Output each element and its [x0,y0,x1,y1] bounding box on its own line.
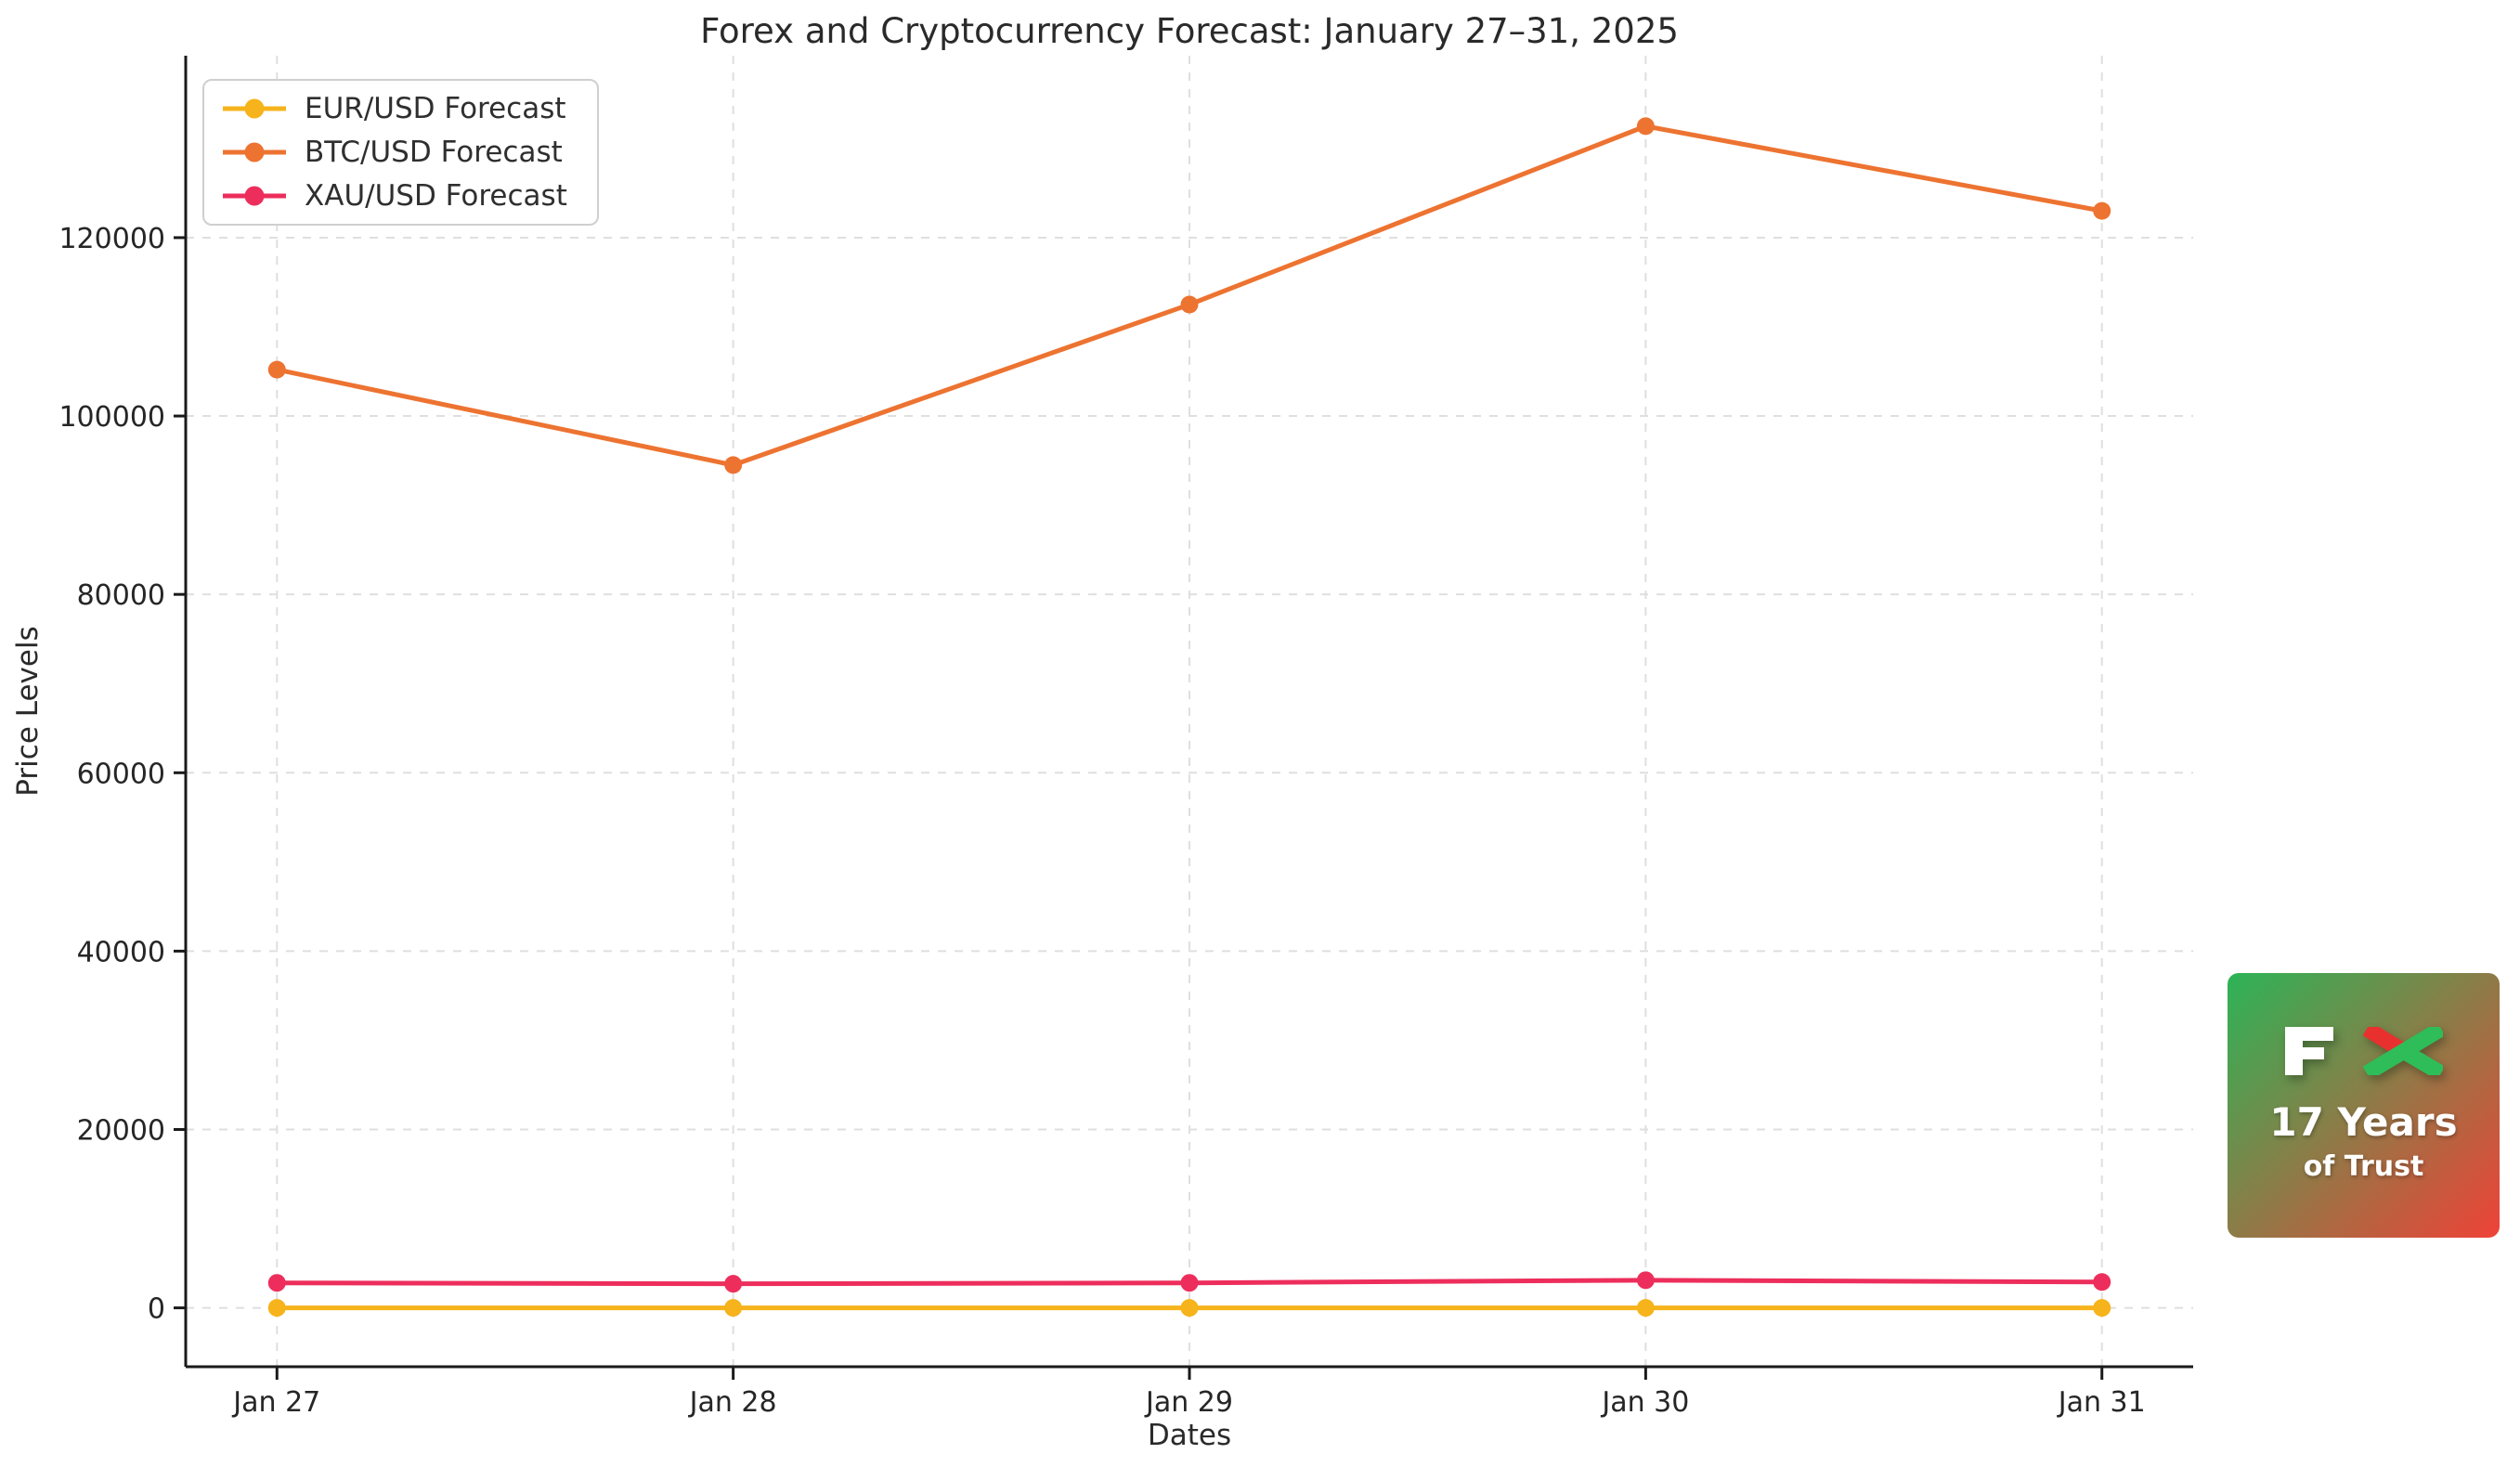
y-tick-label: 80000 [77,579,165,612]
data-point [2093,201,2111,220]
y-tick-label: 20000 [77,1114,165,1147]
legend: EUR/USD Forecast BTC/USD Forecast XAU/US… [202,79,599,226]
series-btc-usd-forecast [267,117,2111,474]
legend-line-dot-icon [223,98,286,119]
data-point [2093,1273,2111,1292]
legend-entry-btc-usd: BTC/USD Forecast [217,136,584,169]
data-point [724,1275,743,1293]
data-point [1180,295,1199,314]
legend-line-dot-icon [223,142,286,162]
tick-labels: 0 20000 40000 60000 80000 100000 120000 Jan 27 J… [58,223,2145,1419]
data-point [267,1299,286,1318]
data-point [1636,1299,1655,1318]
x-tick-label: Jan 29 [1144,1386,1233,1419]
data-point [1180,1274,1199,1292]
series-eur-usd-forecast [267,1299,2111,1318]
series-xau-usd-forecast [267,1271,2111,1293]
x-tick-label: Jan 28 [688,1386,777,1419]
fx-brand-logo: 17 Years of Trust [2228,973,2500,1238]
x-axis-title: Dates [1147,1419,1232,1452]
data-point [1636,1271,1655,1290]
data-point [724,1299,743,1318]
data-point [2093,1299,2111,1318]
logo-years-text: 17 Years [2269,1099,2458,1145]
y-tick-label: 120000 [58,223,165,255]
y-tick-label: 0 [148,1293,165,1326]
x-tick-label: Jan 27 [231,1386,320,1419]
legend-label: EUR/USD Forecast [305,91,566,125]
data-point [267,1274,286,1292]
chart-title: Forex and Cryptocurrency Forecast: Janua… [700,11,1679,51]
y-tick-label: 60000 [77,758,165,790]
data-point [267,360,286,379]
data-point [1636,117,1655,136]
legend-entry-eur-usd: EUR/USD Forecast [217,92,584,125]
fx-logo-icon [2284,1027,2443,1075]
data-point [1180,1299,1199,1318]
y-axis-title: Price Levels [11,626,45,797]
logo-trust-text: of Trust [2303,1150,2424,1183]
gridlines [186,56,2193,1367]
legend-line-dot-icon [223,186,286,206]
legend-label: BTC/USD Forecast [305,135,563,169]
legend-entry-xau-usd: XAU/USD Forecast [217,179,584,213]
x-tick-label: Jan 31 [2057,1386,2146,1419]
y-tick-label: 100000 [58,401,165,434]
data-point [724,456,743,474]
legend-label: XAU/USD Forecast [305,179,567,214]
x-tick-label: Jan 30 [1600,1386,1689,1419]
y-tick-label: 40000 [77,936,165,968]
tick-marks [174,236,2104,1380]
